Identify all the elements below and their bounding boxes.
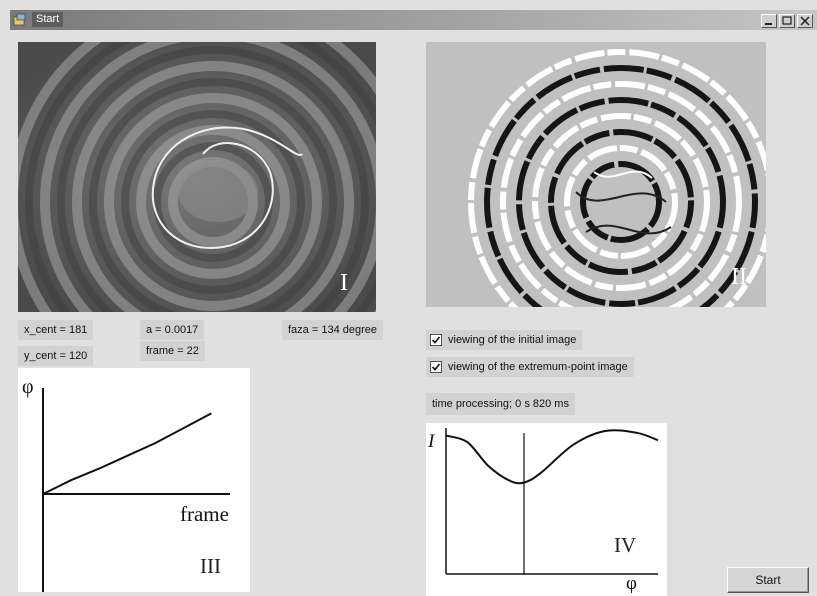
start-button[interactable]: Start: [727, 567, 809, 593]
frame-readout: frame = 22: [140, 341, 205, 361]
a-readout: a = 0.0017: [140, 320, 205, 340]
window-controls: [761, 14, 813, 28]
faza-readout: faza = 134 degree: [282, 320, 383, 340]
intensity-series-line: [445, 429, 659, 485]
minimize-icon[interactable]: [761, 14, 777, 28]
title-bar: Start: [10, 10, 817, 30]
x-cent-readout: x_cent = 181: [18, 320, 94, 340]
view-extremum-checkbox[interactable]: [430, 361, 442, 373]
phase-series-line: [42, 412, 212, 495]
view-extremum-checkbox-row[interactable]: viewing of the extremum-point image: [426, 357, 634, 377]
phase-graph-panel: φ frame III: [18, 368, 250, 592]
phase-y-axis-label: φ: [22, 376, 34, 398]
panel-label-i: I: [340, 270, 348, 296]
view-initial-checkbox[interactable]: [430, 334, 442, 346]
panel-label-iii: III: [200, 554, 221, 578]
phase-x-axis-label: frame: [180, 502, 229, 526]
view-initial-checkbox-row[interactable]: viewing of the initial image: [426, 330, 583, 350]
close-icon[interactable]: [797, 14, 813, 28]
panel-label-iv: IV: [614, 533, 637, 557]
extremum-image-panel: II: [426, 42, 766, 307]
maximize-icon[interactable]: [779, 14, 795, 28]
intensity-graph-panel: I φ IV: [426, 423, 667, 596]
view-extremum-label: viewing of the extremum-point image: [448, 361, 628, 373]
view-initial-label: viewing of the initial image: [448, 334, 577, 346]
panel-label-ii: II: [731, 264, 747, 290]
initial-image-panel: I: [18, 42, 376, 312]
intensity-x-axis-label: φ: [626, 573, 637, 594]
time-processing-readout: time processing; 0 s 820 ms: [426, 393, 575, 415]
app-icon: [13, 13, 27, 27]
y-cent-readout: y_cent = 120: [18, 346, 94, 366]
intensity-y-axis-label: I: [428, 431, 435, 452]
window-title: Start: [32, 12, 64, 27]
